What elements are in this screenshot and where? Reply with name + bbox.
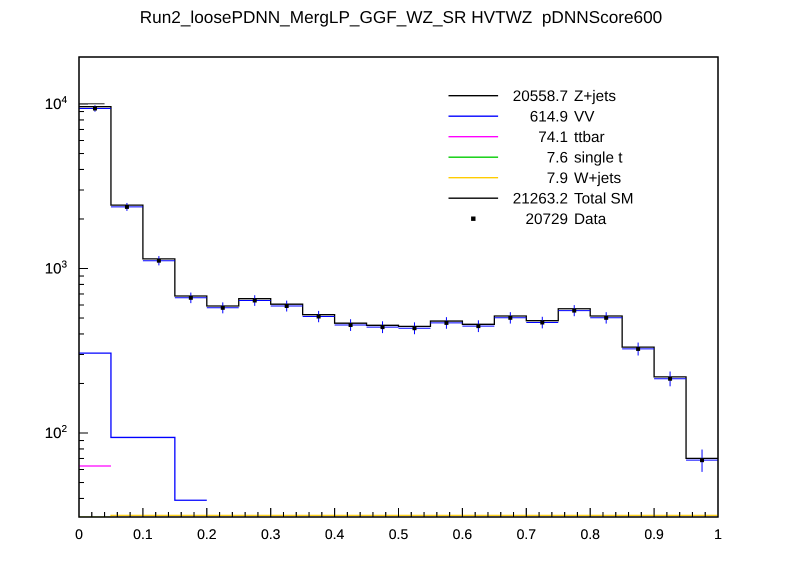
svg-text:1: 1 — [714, 526, 722, 542]
svg-text:0.3: 0.3 — [261, 526, 281, 542]
svg-text:0.9: 0.9 — [644, 526, 664, 542]
svg-text:0.1: 0.1 — [133, 526, 153, 542]
svg-text:20729: 20729 — [525, 211, 568, 228]
svg-text:W+jets: W+jets — [574, 170, 622, 187]
svg-text:0.5: 0.5 — [389, 526, 409, 542]
svg-text:ttbar: ttbar — [574, 129, 605, 146]
svg-text:Z+jets: Z+jets — [574, 88, 616, 105]
svg-text:21263.2: 21263.2 — [513, 190, 568, 207]
svg-text:Data: Data — [574, 211, 607, 228]
svg-text:0.2: 0.2 — [197, 526, 217, 542]
svg-text:VV: VV — [574, 108, 595, 125]
svg-text:7.9: 7.9 — [547, 170, 568, 187]
svg-text:74.1: 74.1 — [538, 129, 568, 146]
svg-text:0.8: 0.8 — [580, 526, 600, 542]
svg-text:Total SM: Total SM — [574, 190, 634, 207]
svg-text:0.6: 0.6 — [453, 526, 473, 542]
svg-text:0: 0 — [75, 526, 83, 542]
svg-text:7.6: 7.6 — [547, 149, 568, 166]
svg-text:0.4: 0.4 — [325, 526, 345, 542]
svg-text:614.9: 614.9 — [530, 108, 568, 125]
svg-text:single t: single t — [574, 149, 623, 166]
svg-text:20558.7: 20558.7 — [513, 88, 568, 105]
svg-text:0.7: 0.7 — [517, 526, 537, 542]
svg-text:Run2_loosePDNN_MergLP_GGF_WZ_S: Run2_loosePDNN_MergLP_GGF_WZ_SR HVTWZ pD… — [140, 7, 662, 27]
